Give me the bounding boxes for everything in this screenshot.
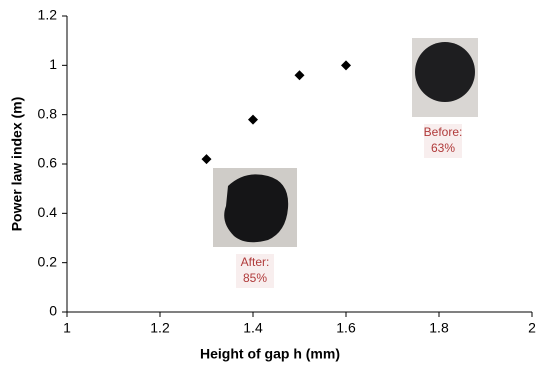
y-tick-label: 0.6	[38, 155, 58, 171]
x-tick-label: 1.4	[243, 320, 263, 336]
annotation-bg	[424, 124, 462, 158]
annotation: Before:	[424, 125, 463, 139]
y-tick-label: 0	[49, 303, 57, 319]
annotation: 85%	[243, 271, 267, 285]
y-tick-label: 0.4	[38, 204, 58, 220]
annotation: After:	[241, 255, 270, 269]
point	[201, 154, 212, 165]
point	[294, 70, 305, 81]
photo-before	[412, 38, 478, 117]
point	[341, 60, 351, 71]
x-tick-label: 1	[63, 320, 71, 336]
photo-after	[213, 168, 297, 247]
y-tick-label: 0.8	[38, 105, 58, 121]
y-tick-label: 1.2	[38, 7, 58, 23]
x-tick-label: 1.6	[336, 320, 356, 336]
x-axis-label: Height of gap h (mm)	[200, 346, 340, 362]
point	[248, 114, 258, 125]
x-tick-label: 1.8	[429, 320, 449, 336]
y-tick-label: 1	[49, 56, 57, 72]
x-tick-label: 1.2	[150, 320, 170, 336]
x-tick-label: 2	[528, 320, 536, 336]
y-axis-label: Power law index (m)	[9, 97, 25, 232]
y-tick-label: 0.2	[38, 253, 58, 269]
annotation-bg	[236, 254, 274, 288]
annotation: 63%	[431, 141, 455, 155]
